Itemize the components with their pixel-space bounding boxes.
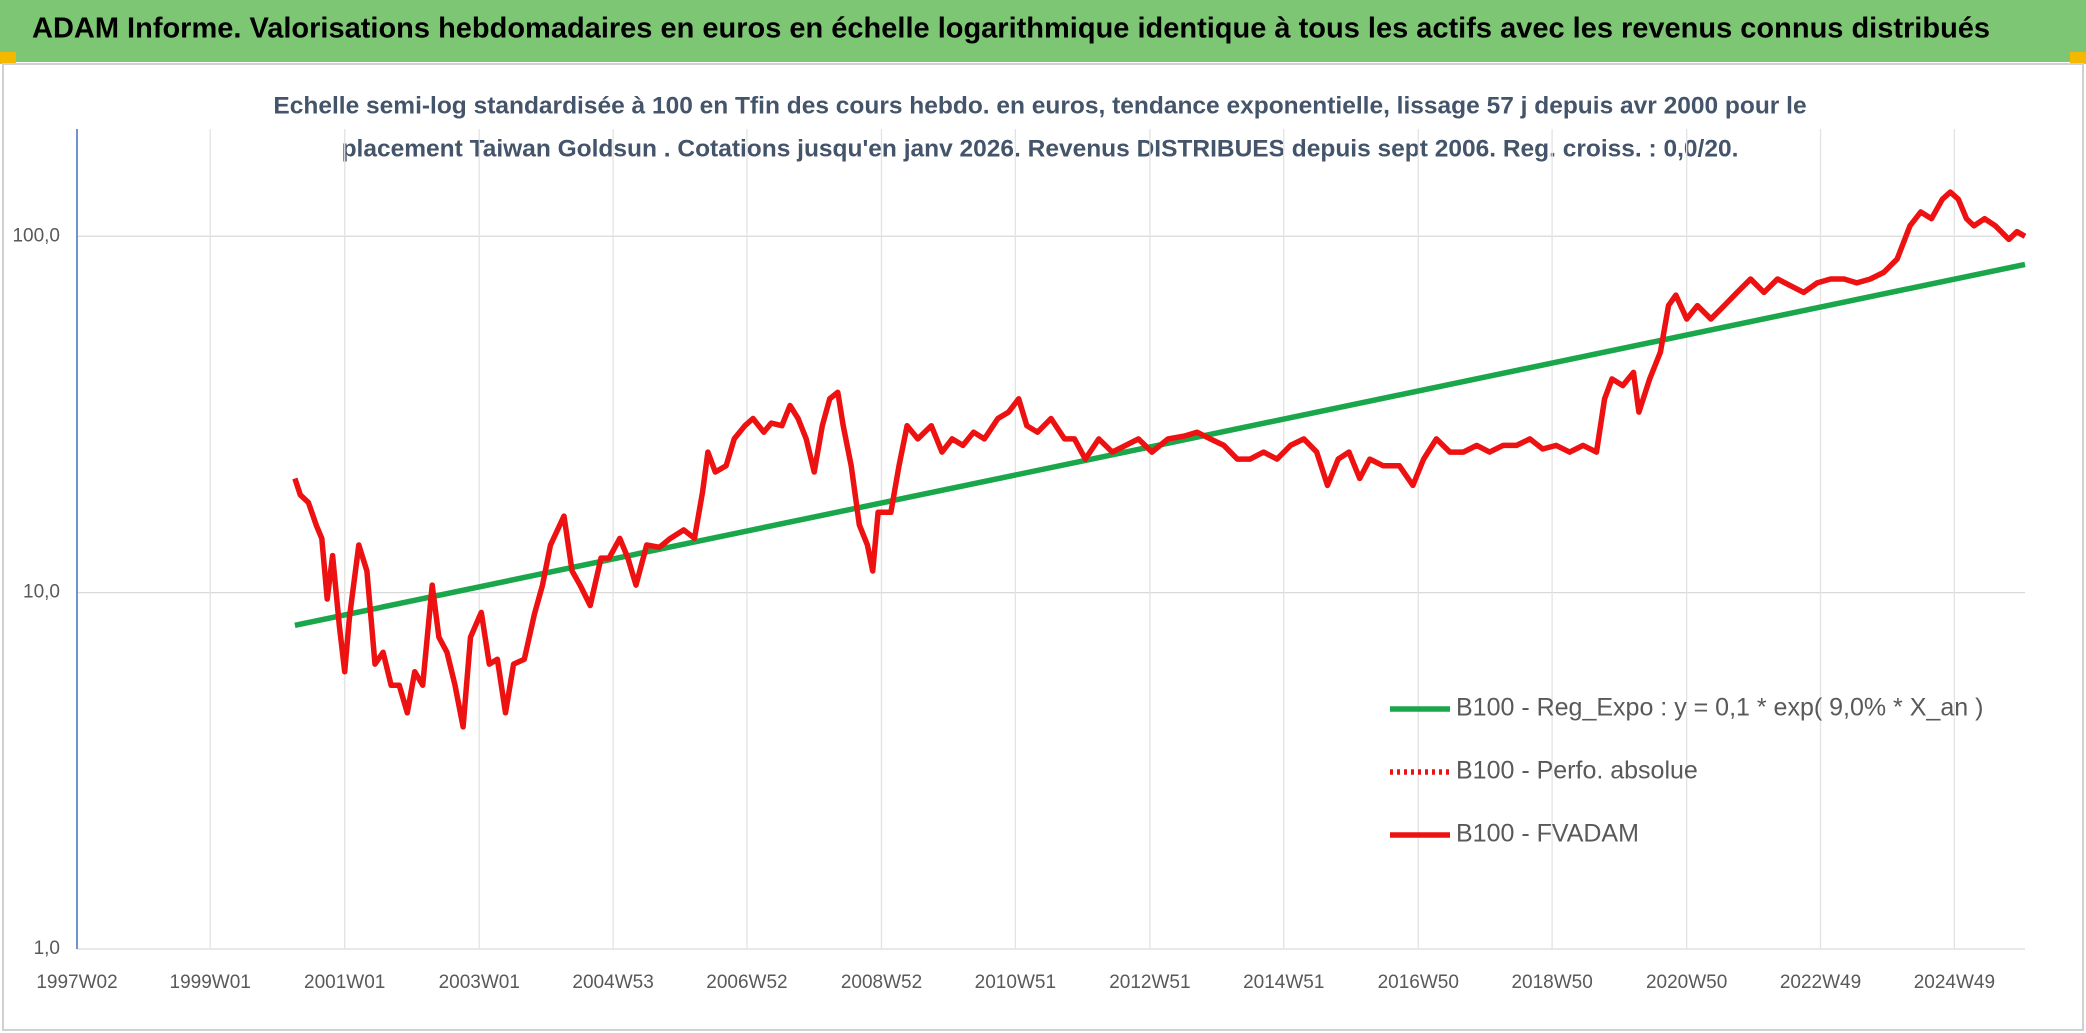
legend-label: B100 - Reg_Expo : y = 0,1 * exp( 9,0% * … [1456,694,1983,722]
x-tick-label: 1997W02 [36,972,117,993]
legend-label: B100 - Perfo. absolue [1456,757,1698,785]
chart-subtitle: Echelle semi-log standardisée à 100 en T… [273,92,1806,119]
y-tick-label: 1,0 [34,938,60,959]
x-tick-label: 2004W53 [572,972,653,993]
chart-frame [2,63,2084,1031]
corner-marker [2070,52,2086,64]
legend-label: B100 - FVADAM [1456,820,1639,848]
y-tick-label: 100,0 [12,225,60,246]
chart-subtitle: placement Taiwan Goldsun . Cotations jus… [342,135,1739,162]
x-tick-label: 2022W49 [1780,972,1861,993]
x-tick-label: 2006W52 [706,972,787,993]
x-tick-label: 2014W51 [1243,972,1324,993]
x-tick-label: 2020W50 [1646,972,1727,993]
x-tick-label: 2008W52 [841,972,922,993]
corner-marker [0,52,16,64]
x-tick-label: 2016W50 [1378,972,1459,993]
x-tick-label: 1999W01 [170,972,251,993]
x-tick-label: 2024W49 [1914,972,1995,993]
page-title: ADAM Informe. Valorisations hebdomadaire… [32,13,1990,45]
x-tick-label: 2010W51 [975,972,1056,993]
x-tick-label: 2001W01 [304,972,385,993]
x-tick-label: 2012W51 [1109,972,1190,993]
x-tick-label: 2018W50 [1511,972,1592,993]
y-tick-label: 10,0 [23,582,60,603]
x-tick-label: 2003W01 [439,972,520,993]
data-line [292,189,2027,730]
title-banner [0,0,2086,62]
